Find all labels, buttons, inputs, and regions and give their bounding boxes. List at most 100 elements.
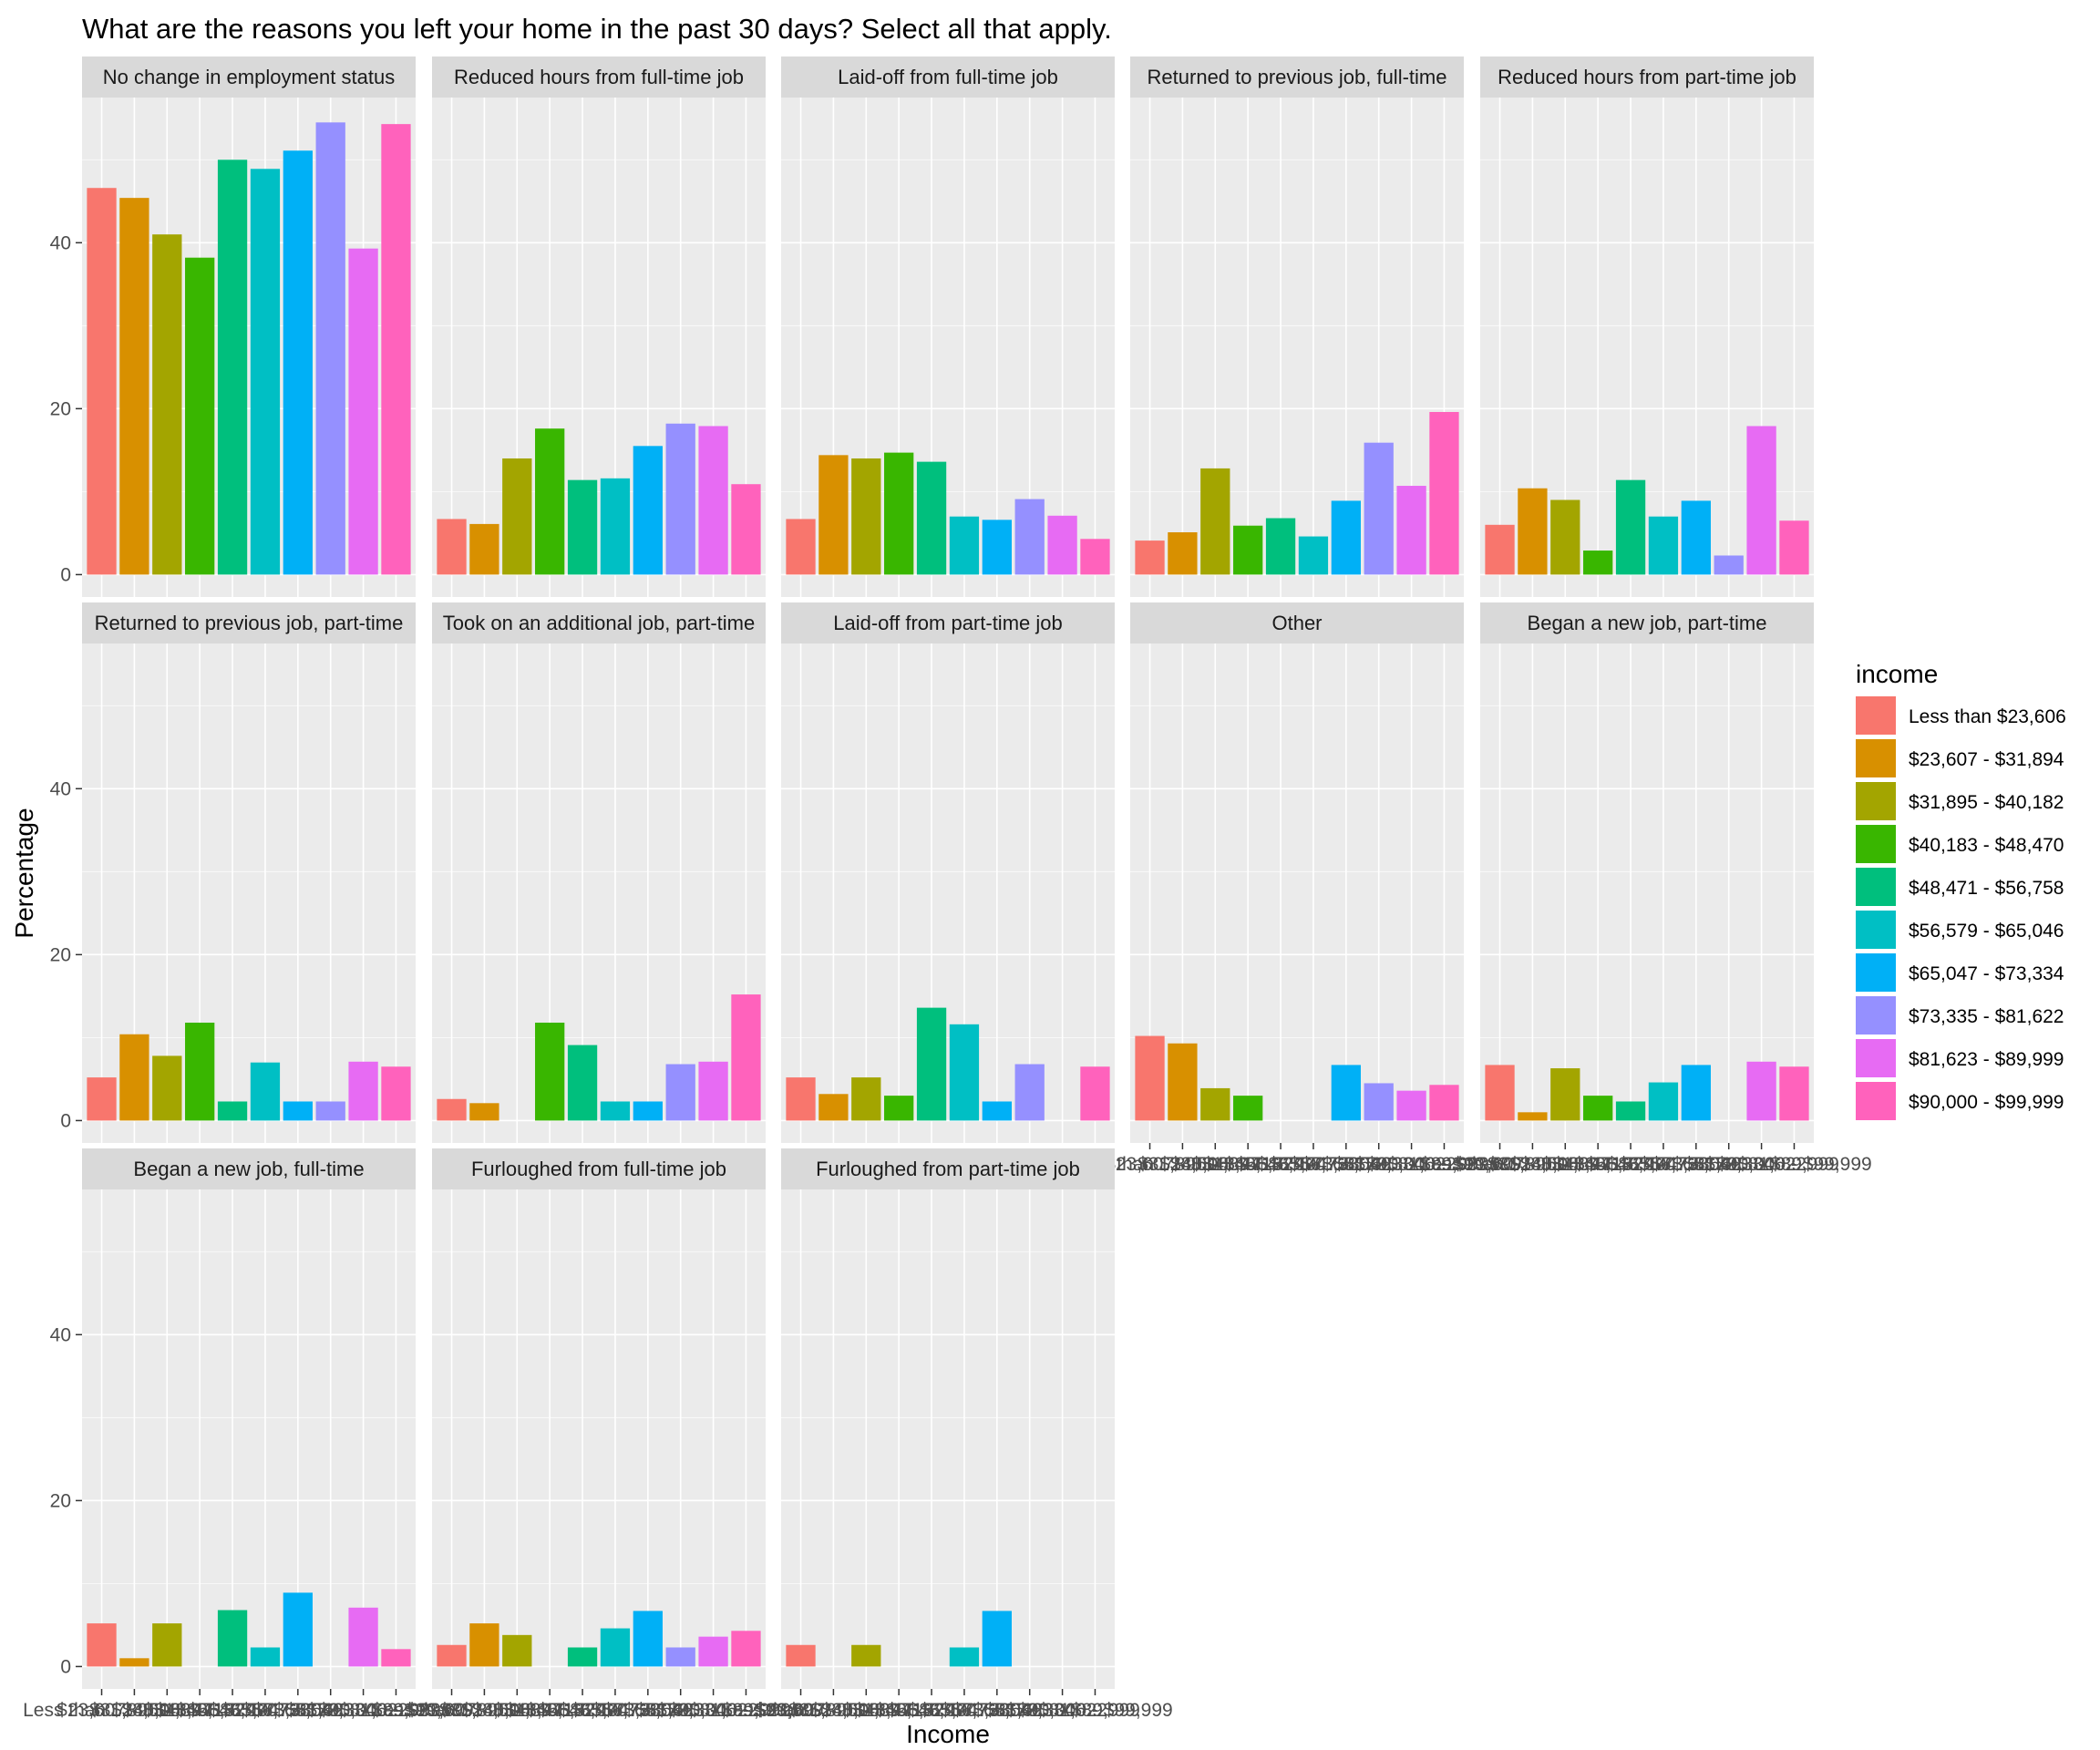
panel-furloughed-from-part-time-job: Furloughed from part-time job Less than $… bbox=[722, 1148, 1173, 1721]
bar-laid-off-from-full-time-job-3 bbox=[851, 458, 881, 575]
bar-no-change-in-employment-status-1 bbox=[87, 188, 117, 575]
bar-laid-off-from-full-time-job-5 bbox=[916, 461, 947, 575]
y-tick-label: 0 bbox=[60, 564, 71, 585]
panel-laid-off-from-full-time-job: Laid-off from full-time job bbox=[781, 57, 1115, 597]
x-tick-label: $48,471 - $56,758 bbox=[155, 1700, 310, 1721]
y-tick-label: 40 bbox=[50, 778, 71, 799]
x-tick-label: $90,000 - $99,999 bbox=[1017, 1700, 1172, 1721]
bar-furloughed-from-full-time-job-9 bbox=[698, 1636, 728, 1667]
x-tick-label: $65,047 - $73,334 bbox=[1619, 1154, 1775, 1175]
x-tick-label: $23,607 - $31,894 bbox=[1455, 1154, 1611, 1175]
panel-strip-label: Furloughed from part-time job bbox=[816, 1158, 1080, 1180]
panel-no-change-in-employment-status: No change in employment status bbox=[82, 57, 416, 597]
bar-furloughed-from-full-time-job-8 bbox=[665, 1647, 695, 1667]
bar-laid-off-from-full-time-job-8 bbox=[1014, 499, 1045, 575]
panel-laid-off-from-part-time-job: Laid-off from part-time job bbox=[781, 602, 1115, 1143]
bar-laid-off-from-part-time-job-6 bbox=[949, 1024, 980, 1121]
legend-label-3: $31,895 - $40,182 bbox=[1909, 792, 2064, 813]
bar-began-a-new-job-full-time-2 bbox=[119, 1658, 149, 1667]
bar-began-a-new-job-full-time-7 bbox=[283, 1592, 313, 1667]
bar-returned-to-previous-job-part-time-9 bbox=[348, 1061, 378, 1121]
x-axis-title: Income bbox=[906, 1720, 990, 1748]
x-tick-label: $73,335 - $81,622 bbox=[252, 1700, 407, 1721]
bar-took-on-an-additional-job-part-time-7 bbox=[633, 1101, 663, 1121]
bar-furloughed-from-full-time-job-7 bbox=[633, 1611, 663, 1667]
bar-furloughed-from-part-time-job-1 bbox=[786, 1644, 816, 1667]
panel-background bbox=[82, 1189, 416, 1689]
x-tick-label: $81,623 - $89,999 bbox=[984, 1700, 1139, 1721]
bar-returned-to-previous-job-part-time-8 bbox=[315, 1101, 345, 1121]
bar-other-9 bbox=[1396, 1090, 1426, 1121]
bar-began-a-new-job-full-time-9 bbox=[348, 1607, 378, 1667]
legend-label-10: $90,000 - $99,999 bbox=[1909, 1092, 2064, 1113]
bar-laid-off-from-full-time-job-9 bbox=[1047, 515, 1077, 575]
bar-reduced-hours-from-full-time-job-8 bbox=[665, 423, 695, 575]
bar-reduced-hours-from-full-time-job-3 bbox=[502, 458, 532, 575]
bar-took-on-an-additional-job-part-time-9 bbox=[698, 1061, 728, 1121]
bar-furloughed-from-part-time-job-6 bbox=[949, 1647, 980, 1667]
legend-label-5: $48,471 - $56,758 bbox=[1909, 878, 2064, 899]
panel-strip bbox=[82, 602, 416, 643]
x-tick-label: $31,895 - $40,182 bbox=[439, 1700, 594, 1721]
panel-background bbox=[432, 1189, 766, 1689]
legend-label-9: $81,623 - $89,999 bbox=[1909, 1049, 2064, 1070]
panel-strip bbox=[82, 1148, 416, 1189]
bar-returned-to-previous-job-part-time-2 bbox=[119, 1034, 149, 1121]
panel-strip-label: Furloughed from full-time job bbox=[471, 1158, 726, 1180]
x-tick-label: $48,471 - $56,758 bbox=[505, 1700, 660, 1721]
bar-no-change-in-employment-status-10 bbox=[381, 124, 411, 575]
bar-reduced-hours-from-full-time-job-1 bbox=[437, 519, 467, 575]
bar-began-a-new-job-full-time-5 bbox=[217, 1610, 248, 1667]
legend-key-7 bbox=[1856, 953, 1896, 992]
x-tick-label: $56,579 - $65,046 bbox=[1586, 1154, 1741, 1175]
bar-no-change-in-employment-status-8 bbox=[315, 122, 345, 575]
bar-returned-to-previous-job-part-time-6 bbox=[250, 1062, 281, 1121]
panel-strip-label: Began a new job, full-time bbox=[133, 1158, 364, 1180]
bar-furloughed-from-part-time-job-7 bbox=[982, 1611, 1012, 1667]
x-tick-label: $56,579 - $65,046 bbox=[1236, 1154, 1391, 1175]
panel-strip-label: Began a new job, part-time bbox=[1528, 612, 1767, 634]
chart-title: What are the reasons you left your home … bbox=[82, 13, 1112, 45]
bar-returned-to-previous-job-part-time-4 bbox=[185, 1023, 215, 1121]
bar-other-7 bbox=[1331, 1065, 1361, 1121]
panel-strip bbox=[1480, 602, 1814, 643]
facet-panels: No change in employment status Reduced ho… bbox=[23, 57, 1872, 1721]
bar-returned-to-previous-job-part-time-5 bbox=[217, 1101, 248, 1121]
panel-furloughed-from-full-time-job: Furloughed from full-time job Less than $… bbox=[373, 1148, 824, 1721]
bar-returned-to-previous-job-full-time-9 bbox=[1396, 486, 1426, 575]
bar-laid-off-from-full-time-job-7 bbox=[982, 520, 1012, 575]
x-tick-label: $40,183 - $48,470 bbox=[1520, 1154, 1675, 1175]
bar-began-a-new-job-full-time-3 bbox=[152, 1623, 182, 1667]
bar-furloughed-from-full-time-job-5 bbox=[567, 1647, 598, 1667]
bar-took-on-an-additional-job-part-time-4 bbox=[535, 1023, 565, 1121]
bar-returned-to-previous-job-full-time-1 bbox=[1135, 540, 1165, 575]
bar-reduced-hours-from-full-time-job-4 bbox=[535, 428, 565, 575]
legend-key-6 bbox=[1856, 911, 1896, 949]
bar-returned-to-previous-job-full-time-3 bbox=[1200, 468, 1230, 575]
panel-strip bbox=[432, 1148, 766, 1189]
bar-other-1 bbox=[1135, 1035, 1165, 1121]
x-tick-label: $90,000 - $99,999 bbox=[1366, 1154, 1521, 1175]
bar-laid-off-from-part-time-job-1 bbox=[786, 1077, 816, 1121]
x-tick-label: $81,623 - $89,999 bbox=[1333, 1154, 1488, 1175]
panel-strip bbox=[432, 602, 766, 643]
x-tick-label: Less than $23,606 bbox=[373, 1700, 530, 1721]
x-tick-label: $40,183 - $48,470 bbox=[122, 1700, 277, 1721]
bar-no-change-in-employment-status-9 bbox=[348, 248, 378, 575]
bar-returned-to-previous-job-part-time-7 bbox=[283, 1101, 313, 1121]
bar-other-3 bbox=[1200, 1087, 1230, 1121]
bar-reduced-hours-from-part-time-job-8 bbox=[1714, 555, 1744, 575]
bar-furloughed-from-full-time-job-3 bbox=[502, 1634, 532, 1667]
x-tick-label: $31,895 - $40,182 bbox=[1138, 1154, 1292, 1175]
bar-no-change-in-employment-status-2 bbox=[119, 198, 149, 575]
bar-returned-to-previous-job-full-time-7 bbox=[1331, 500, 1361, 575]
x-tick-label: $65,047 - $73,334 bbox=[1269, 1154, 1425, 1175]
y-tick-label: 40 bbox=[50, 1324, 71, 1345]
bar-no-change-in-employment-status-3 bbox=[152, 234, 182, 575]
x-tick-label: $48,471 - $56,758 bbox=[1203, 1154, 1358, 1175]
bar-reduced-hours-from-part-time-job-10 bbox=[1779, 520, 1809, 575]
x-tick-label: $31,895 - $40,182 bbox=[89, 1700, 244, 1721]
y-axis-title: Percentage bbox=[10, 808, 38, 938]
panel-strip bbox=[1480, 57, 1814, 98]
bar-other-10 bbox=[1429, 1085, 1459, 1121]
